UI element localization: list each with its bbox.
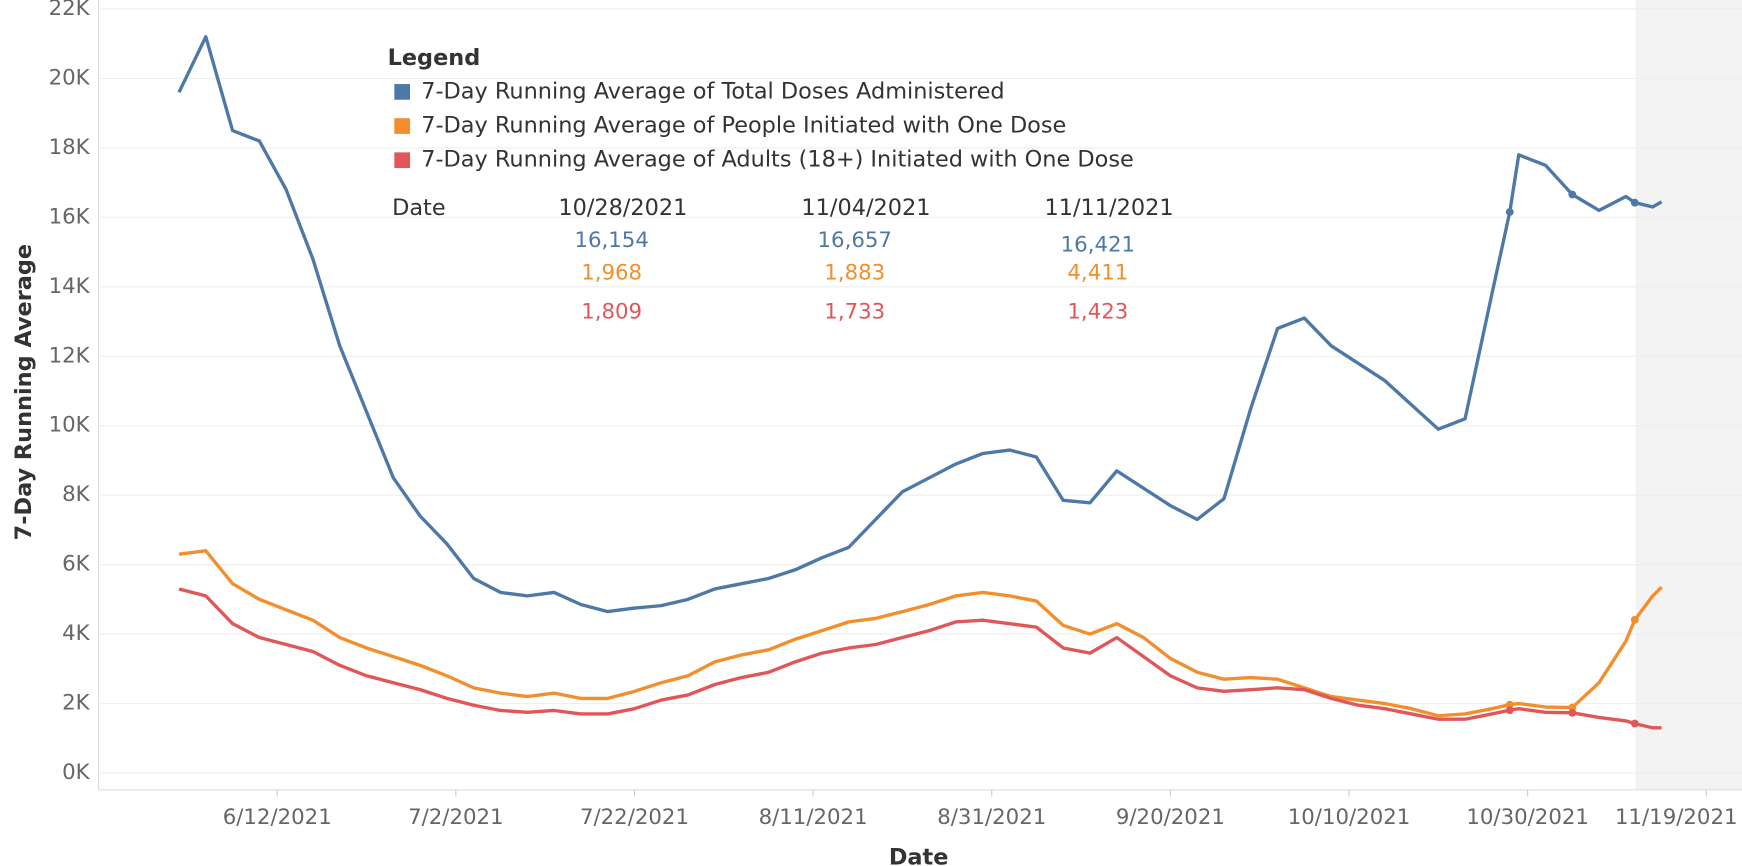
highlight-point bbox=[1568, 190, 1577, 199]
highlight-point bbox=[1568, 708, 1577, 717]
y-tick-label: 20K bbox=[49, 65, 91, 90]
tooltip-value: 1,883 bbox=[824, 260, 885, 285]
legend-title: Legend bbox=[388, 45, 481, 71]
x-tick-label: 9/20/2021 bbox=[1116, 805, 1225, 830]
x-tick-label: 7/2/2021 bbox=[408, 805, 504, 830]
shaded-region bbox=[1635, 0, 1742, 790]
tooltip-date: 11/11/2021 bbox=[1045, 195, 1174, 221]
tooltip-header: Date bbox=[392, 195, 446, 221]
x-tick-label: 6/12/2021 bbox=[223, 805, 332, 830]
y-tick-label: 8K bbox=[62, 482, 91, 507]
tooltip-value: 1,733 bbox=[824, 300, 885, 325]
tooltip-value: 16,154 bbox=[574, 228, 648, 253]
tooltip-value: 1,423 bbox=[1067, 300, 1128, 325]
y-tick-label: 22K bbox=[49, 0, 91, 21]
tooltip-value: 16,421 bbox=[1061, 232, 1135, 257]
tooltip-value: 16,657 bbox=[818, 228, 892, 253]
x-axis-title: Date bbox=[889, 845, 949, 866]
x-tick-label: 10/10/2021 bbox=[1288, 805, 1411, 830]
series-line bbox=[177, 35, 1663, 614]
y-tick-label: 4K bbox=[62, 621, 91, 646]
highlight-point bbox=[1505, 700, 1514, 709]
legend-label: 7-Day Running Average of Adults (18+) In… bbox=[421, 147, 1134, 173]
y-tick-label: 10K bbox=[49, 413, 91, 438]
highlight-point bbox=[1630, 198, 1639, 207]
series-line bbox=[178, 549, 1663, 718]
y-tick-label: 0K bbox=[62, 760, 91, 785]
legend-swatch bbox=[394, 84, 411, 100]
y-tick-label: 18K bbox=[49, 135, 91, 160]
y-tick-label: 16K bbox=[49, 204, 91, 229]
legend-label: 7-Day Running Average of People Initiate… bbox=[421, 113, 1066, 139]
x-tick-label: 10/30/2021 bbox=[1466, 805, 1589, 830]
highlight-point bbox=[1505, 706, 1514, 715]
tooltip-value: 1,809 bbox=[581, 300, 642, 325]
tooltip-date: 11/04/2021 bbox=[801, 195, 930, 221]
y-tick-label: 14K bbox=[49, 274, 91, 299]
tooltip-date: 10/28/2021 bbox=[558, 195, 687, 221]
x-tick-label: 7/22/2021 bbox=[580, 805, 689, 830]
y-tick-label: 2K bbox=[62, 691, 91, 716]
x-tick-label: 8/11/2021 bbox=[759, 805, 868, 830]
highlight-point bbox=[1630, 719, 1639, 728]
highlight-point bbox=[1630, 615, 1639, 624]
y-tick-label: 12K bbox=[49, 343, 91, 368]
y-tick-label: 6K bbox=[62, 552, 91, 577]
legend-label: 7-Day Running Average of Total Doses Adm… bbox=[421, 78, 1004, 104]
x-tick-label: 8/31/2021 bbox=[937, 805, 1046, 830]
legend-swatch bbox=[394, 152, 411, 169]
highlight-point bbox=[1505, 208, 1514, 216]
tooltip-value: 4,411 bbox=[1067, 260, 1128, 285]
legend-swatch bbox=[394, 118, 411, 134]
y-axis-title: 7-Day Running Average bbox=[11, 244, 37, 540]
x-tick-label: 11/19/2021 bbox=[1615, 805, 1738, 830]
tooltip-value: 1,968 bbox=[581, 260, 642, 285]
series-line bbox=[178, 587, 1662, 730]
